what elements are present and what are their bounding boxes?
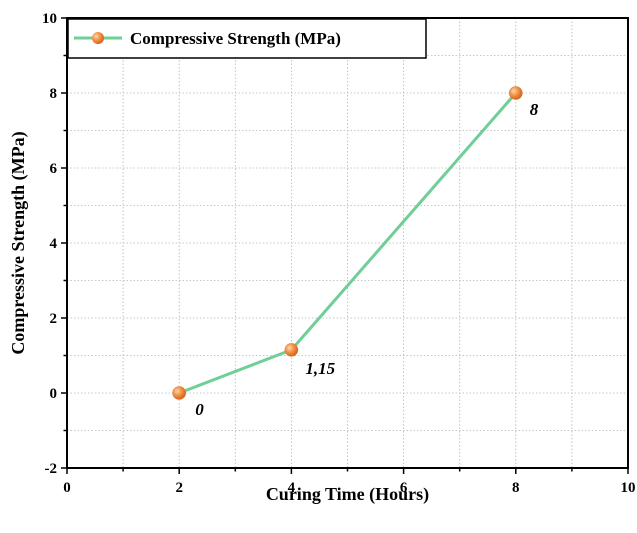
data-point-marker [284, 343, 299, 357]
x-tick-label: 8 [512, 480, 520, 496]
series-group: 0 1,15 8 [172, 86, 539, 419]
y-axis-tick-labels: -2 0 2 4 6 8 10 [42, 11, 58, 477]
x-tick-label: 4 [288, 480, 296, 496]
data-label: 0 [195, 400, 204, 419]
data-point-marker [172, 386, 186, 400]
legend-box [67, 18, 427, 59]
x-axis-tick-labels: 0 2 4 6 8 10 [63, 480, 635, 496]
x-tick-label: 10 [621, 480, 636, 496]
x-axis-title: Curing Time (Hours) [266, 484, 429, 505]
y-axis-title: Compressive Strength (MPa) [8, 131, 29, 354]
y-tick-label: 0 [50, 386, 58, 402]
axis-ticks [61, 17, 629, 474]
legend-marker-swatch [92, 32, 104, 44]
y-tick-label: 10 [42, 11, 57, 27]
legend: Compressive Strength (MPa) [67, 18, 427, 59]
legend-label: Compressive Strength (MPa) [130, 29, 341, 48]
data-label: 8 [530, 100, 539, 119]
y-tick-label: 2 [50, 311, 58, 327]
y-tick-label: 8 [50, 86, 58, 102]
x-tick-label: 2 [175, 480, 183, 496]
data-label: 1,15 [305, 359, 335, 378]
grid-lines [67, 18, 628, 468]
y-tick-label: 4 [50, 236, 58, 252]
x-tick-label: 0 [63, 480, 71, 496]
y-tick-label: 6 [50, 161, 58, 177]
data-point-marker [508, 86, 523, 100]
x-tick-label: 6 [400, 480, 408, 496]
y-tick-label: -2 [45, 461, 58, 477]
